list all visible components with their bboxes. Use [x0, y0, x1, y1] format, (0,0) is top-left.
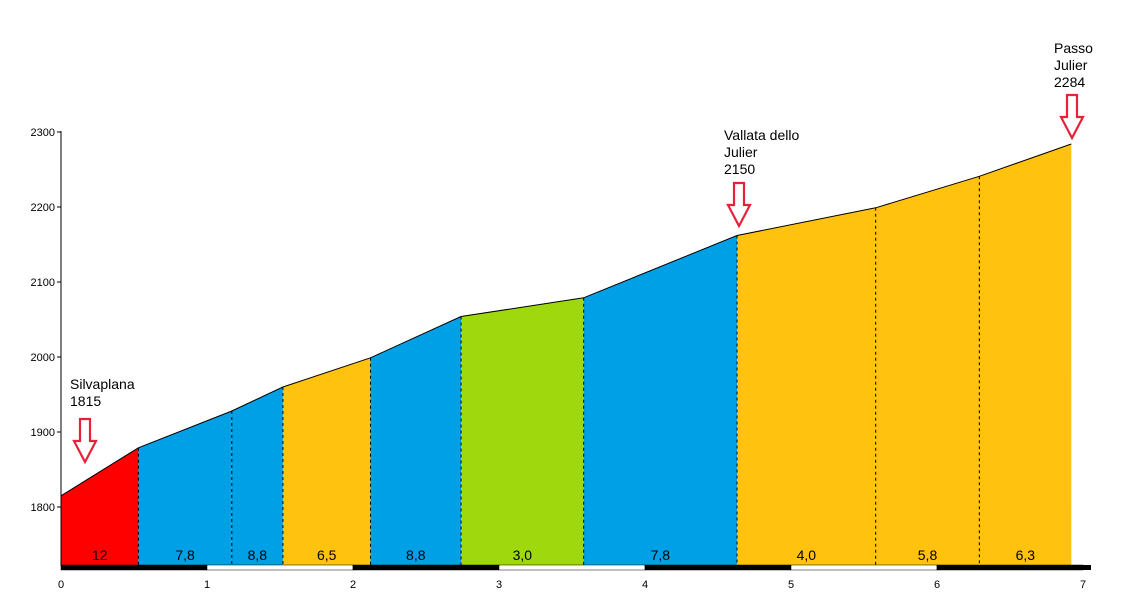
- x-axis-ticks: 0 1 2 3 4 5 6 7: [58, 579, 1086, 591]
- x-tick-label-1: 1: [204, 579, 210, 591]
- x-tick-label-6: 6: [934, 579, 940, 591]
- km-bar-segment-1: [60, 564, 208, 571]
- segment-area-7: [583, 235, 737, 566]
- segment-area-5: [370, 316, 462, 566]
- segment-area-8: [736, 207, 876, 567]
- km-bar-segment-5: [644, 564, 792, 571]
- km-scale-bar: [60, 564, 1091, 571]
- x-tick-label-7: 7: [1080, 579, 1086, 591]
- y-tick-label-2200: 2200: [31, 202, 55, 214]
- segment-area-6: [461, 297, 584, 566]
- segment-area-3: [231, 387, 283, 566]
- x-tick-label-4: 4: [642, 579, 648, 591]
- segment-area-2: [138, 411, 232, 566]
- annotation-label-2: Vallata dello Julier 2150: [724, 127, 799, 177]
- annotation-arrow-2: [726, 181, 752, 229]
- x-tick-label-3: 3: [496, 579, 502, 591]
- gradient-labels: 12 7,8 8,8 6,5 8,8 3,0 7,8 4,0 5,8 6,3: [92, 547, 1035, 563]
- x-tick-label-2: 2: [350, 579, 356, 591]
- km-bar-end: [1083, 565, 1091, 570]
- gradient-segments: [61, 144, 1072, 567]
- gradient-label-9: 5,8: [918, 547, 938, 563]
- gradient-label-4: 6,5: [317, 547, 337, 563]
- gradient-label-7: 7,8: [651, 547, 671, 563]
- annotation-arrow-1: [72, 417, 98, 465]
- profile-line: [60, 143, 1072, 497]
- segment-area-4: [282, 357, 371, 566]
- gradient-label-1: 12: [92, 547, 108, 563]
- km-bar-segment-2: [206, 564, 354, 571]
- gradient-label-2: 7,8: [175, 547, 195, 563]
- gradient-label-8: 4,0: [797, 547, 817, 563]
- x-tick-label-0: 0: [58, 579, 64, 591]
- gradient-label-6: 3,0: [513, 547, 533, 563]
- annotations: Silvaplana 1815 Vallata dello Julier 2150 Pas…: [70, 40, 1093, 465]
- km-bar-segment-6: [790, 564, 938, 571]
- y-tick-label-2300: 2300: [31, 127, 55, 139]
- y-tick-label-1900: 1900: [31, 427, 55, 439]
- gradient-label-10: 6,3: [1016, 547, 1036, 563]
- km-bar-segment-7: [936, 564, 1084, 571]
- annotation-label-1: Silvaplana 1815: [70, 376, 135, 409]
- annotation-arrow-3: [1059, 93, 1085, 141]
- gradient-label-5: 8,8: [406, 547, 426, 563]
- segment-area-9: [875, 176, 980, 567]
- segment-area-1: [61, 447, 139, 566]
- y-tick-label-2000: 2000: [31, 352, 55, 364]
- y-tick-label-2100: 2100: [31, 277, 55, 289]
- annotation-label-3: Passo Julier 2284: [1054, 40, 1093, 90]
- y-axis-ticks: 1800 1900 2000 2100 2200 2300: [31, 127, 61, 514]
- km-bar-segment-3: [352, 564, 500, 571]
- x-tick-label-5: 5: [788, 579, 794, 591]
- gradient-label-3: 8,8: [248, 547, 268, 563]
- km-bar-segment-4: [498, 564, 646, 571]
- y-tick-label-1800: 1800: [31, 502, 55, 514]
- segment-area-10: [979, 144, 1072, 566]
- segment-dividers: [137, 176, 980, 566]
